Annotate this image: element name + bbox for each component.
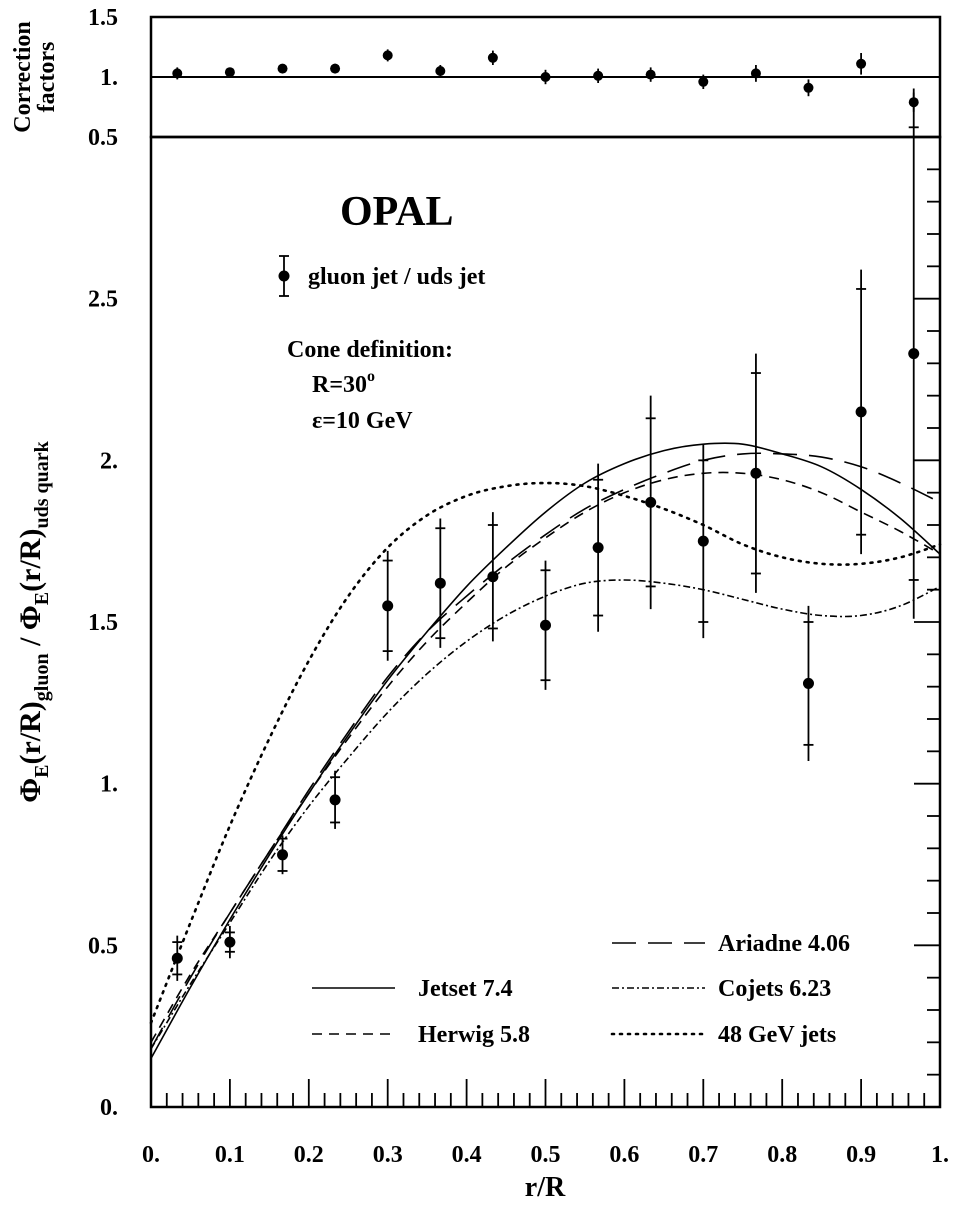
correction-point	[698, 76, 709, 87]
data-points	[171, 49, 920, 981]
correction-point	[435, 66, 446, 76]
correction-point	[645, 69, 656, 80]
data-point	[592, 542, 604, 554]
x-tick-label: 0.1	[215, 1142, 245, 1168]
data-point	[487, 571, 499, 583]
data-point	[277, 849, 289, 861]
ylabel-slash-phi: / Φ	[14, 605, 47, 653]
cone-definition-title: Cone definition:	[287, 337, 453, 363]
curve-48-gev-jets	[149, 481, 942, 1025]
data-point	[855, 406, 867, 418]
correction-point	[908, 97, 919, 108]
correction-point	[172, 68, 183, 79]
y-tick-label: 2.5	[88, 287, 118, 313]
tick-labels: 0. 0.1 0.2 0.3 0.4 0.5 0.6 0.7 0.8 0.9 1. 0. 0.5 1. 1.…	[88, 5, 949, 1168]
correction-y-tick-label: 0.5	[88, 125, 118, 151]
x-tick-label: 0.3	[373, 1142, 403, 1168]
cone-radius-value: R=30	[312, 372, 367, 398]
data-point	[171, 952, 183, 964]
correction-point	[540, 72, 551, 82]
data-point	[802, 677, 814, 689]
tick-marks	[150, 136, 941, 1108]
ylabel-phi: Φ	[14, 778, 47, 803]
svg-text:ΦE(r/R)gluon / ΦE(r/R)uds quar: ΦE(r/R)gluon / ΦE(r/R)uds quark	[14, 440, 53, 802]
y-tick-label: 1.5	[88, 610, 118, 636]
correction-point	[856, 58, 867, 69]
x-tick-label: 0.4	[452, 1142, 482, 1168]
correction-point	[382, 50, 393, 61]
correction-point	[277, 63, 288, 74]
ylabel-sub-e: E	[31, 765, 53, 778]
correction-point	[803, 82, 814, 93]
correction-ylabel: Correction factors	[10, 21, 60, 133]
legend-label: 48 GeV jets	[718, 1022, 836, 1048]
legend-label: Jetset 7.4	[418, 976, 513, 1002]
y-tick-label: 1.	[100, 772, 118, 798]
cone-radius-degree: o	[367, 368, 375, 385]
x-tick-label: 0.2	[294, 1142, 324, 1168]
data-point	[908, 348, 920, 360]
data-point	[697, 535, 709, 547]
cone-energy: ε=10 GeV	[312, 408, 413, 434]
y-tick-label: 0.	[100, 1095, 118, 1121]
x-tick-label: 0.7	[688, 1142, 718, 1168]
x-tick-label: 0.5	[531, 1142, 561, 1168]
legend-marker-point	[278, 270, 290, 282]
curve-ariadne-4-06	[150, 452, 941, 1050]
ylabel-rR: (r/R)	[14, 701, 47, 764]
x-tick-label: 1.	[931, 1142, 949, 1168]
x-tick-label: 0.6	[609, 1142, 639, 1168]
y-tick-label: 2.	[100, 448, 118, 474]
legend: gluon jet / uds jet Jetset 7.4 Herwig 5.8 A…	[278, 255, 850, 1048]
correction-point	[750, 68, 761, 79]
x-tick-label: 0.8	[767, 1142, 797, 1168]
legend-label: Cojets 6.23	[718, 976, 831, 1002]
legend-label-data: gluon jet / uds jet	[308, 264, 485, 290]
correction-point	[593, 70, 604, 81]
data-point	[434, 577, 446, 589]
model-curves	[149, 442, 942, 1059]
legend-label: Herwig 5.8	[418, 1022, 530, 1048]
correction-point	[224, 67, 235, 78]
x-tick-label: 0.9	[846, 1142, 876, 1168]
correction-point	[487, 52, 498, 63]
x-axis-label: r/R	[525, 1172, 566, 1203]
experiment-label: OPAL	[340, 189, 454, 235]
cone-radius: R=30o	[312, 368, 375, 398]
correction-point	[330, 63, 341, 74]
data-point	[224, 936, 236, 948]
ylabel-sub-e2: E	[31, 592, 53, 605]
correction-ylabel-line1: Correction	[10, 21, 36, 133]
curve-cojets-6-23	[150, 579, 941, 1050]
ylabel-sub-uds: uds quark	[31, 440, 53, 528]
correction-y-tick-label: 1.	[100, 65, 118, 91]
correction-ylabel-line2: factors	[34, 42, 60, 113]
ylabel-sub-gluon: gluon	[31, 653, 53, 701]
data-point	[382, 600, 394, 612]
data-point	[645, 496, 657, 508]
y-tick-label: 0.5	[88, 933, 118, 959]
main-ylabel: ΦE(r/R)gluon / ΦE(r/R)uds quark	[14, 440, 53, 802]
data-point	[540, 619, 551, 631]
x-tick-label: 0.	[142, 1142, 160, 1168]
data-point	[329, 794, 341, 806]
legend-label: Ariadne 4.06	[718, 931, 850, 957]
correction-y-tick-label: 1.5	[88, 5, 118, 31]
ylabel-rR2: (r/R)	[14, 529, 47, 592]
curve-jetset-7-4	[150, 442, 941, 1059]
data-point	[750, 467, 762, 479]
